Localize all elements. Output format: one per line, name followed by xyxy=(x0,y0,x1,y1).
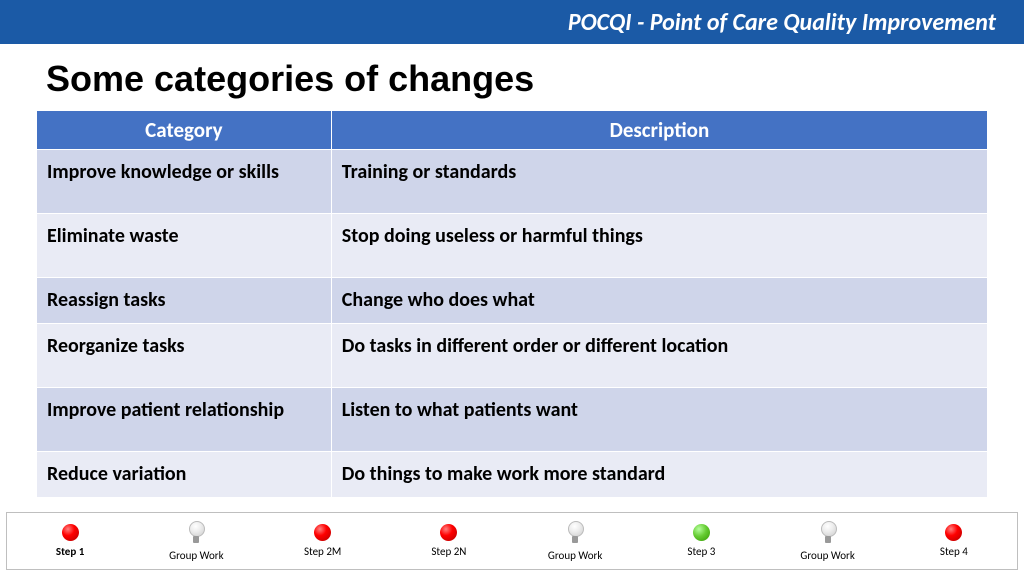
footer-label: Step 2N xyxy=(431,545,466,558)
footer-label: Step 4 xyxy=(940,545,968,558)
cell-category: Reorganize tasks xyxy=(37,324,332,388)
footer-label: Group Work xyxy=(548,549,602,562)
cell-category: Reassign tasks xyxy=(37,278,332,324)
header-bar: POCQI - Point of Care Quality Improvemen… xyxy=(0,0,1024,44)
footer-label: Group Work xyxy=(800,549,854,562)
footer-step: Group Work xyxy=(765,513,891,569)
cell-category: Reduce variation xyxy=(37,452,332,498)
col-category: Category xyxy=(37,111,332,150)
red-dot-icon xyxy=(440,524,457,541)
categories-table: Category Description Improve knowledge o… xyxy=(36,110,988,498)
lightbulb-icon xyxy=(820,521,836,545)
footer-step: Step 3 xyxy=(638,513,764,569)
table-container: Category Description Improve knowledge o… xyxy=(0,110,1024,498)
footer-step: Step 2N xyxy=(386,513,512,569)
red-dot-icon xyxy=(945,524,962,541)
header-title: POCQI - Point of Care Quality Improvemen… xyxy=(568,8,996,37)
cell-category: Improve patient relationship xyxy=(37,388,332,452)
footer-step: Step 4 xyxy=(891,513,1017,569)
slide-title: Some categories of changes xyxy=(0,44,1024,110)
col-description: Description xyxy=(331,111,987,150)
footer-step: Step 2M xyxy=(260,513,386,569)
footer-label: Step 1 xyxy=(56,545,84,558)
cell-description: Stop doing useless or harmful things xyxy=(331,214,987,278)
lightbulb-icon xyxy=(188,521,204,545)
cell-description: Change who does what xyxy=(331,278,987,324)
footer-step: Step 1 xyxy=(7,513,133,569)
cell-category: Improve knowledge or skills xyxy=(37,150,332,214)
table-row: Improve knowledge or skillsTraining or s… xyxy=(37,150,988,214)
cell-description: Do things to make work more standard xyxy=(331,452,987,498)
cell-description: Training or standards xyxy=(331,150,987,214)
table-row: Improve patient relationshipListen to wh… xyxy=(37,388,988,452)
footer-label: Step 3 xyxy=(687,545,715,558)
table-row: Reorganize tasksDo tasks in different or… xyxy=(37,324,988,388)
cell-description: Do tasks in different order or different… xyxy=(331,324,987,388)
red-dot-icon xyxy=(314,524,331,541)
table-row: Eliminate wasteStop doing useless or har… xyxy=(37,214,988,278)
footer-label: Step 2M xyxy=(304,545,341,558)
footer-step: Group Work xyxy=(512,513,638,569)
red-dot-icon xyxy=(62,524,79,541)
green-dot-icon xyxy=(693,524,710,541)
cell-description: Listen to what patients want xyxy=(331,388,987,452)
footer-step: Group Work xyxy=(133,513,259,569)
cell-category: Eliminate waste xyxy=(37,214,332,278)
footer-label: Group Work xyxy=(169,549,223,562)
table-header-row: Category Description xyxy=(37,111,988,150)
table-row: Reduce variationDo things to make work m… xyxy=(37,452,988,498)
table-row: Reassign tasksChange who does what xyxy=(37,278,988,324)
lightbulb-icon xyxy=(567,521,583,545)
progress-footer: Step 1 Group Work Step 2M Step 2N Group … xyxy=(6,512,1018,570)
